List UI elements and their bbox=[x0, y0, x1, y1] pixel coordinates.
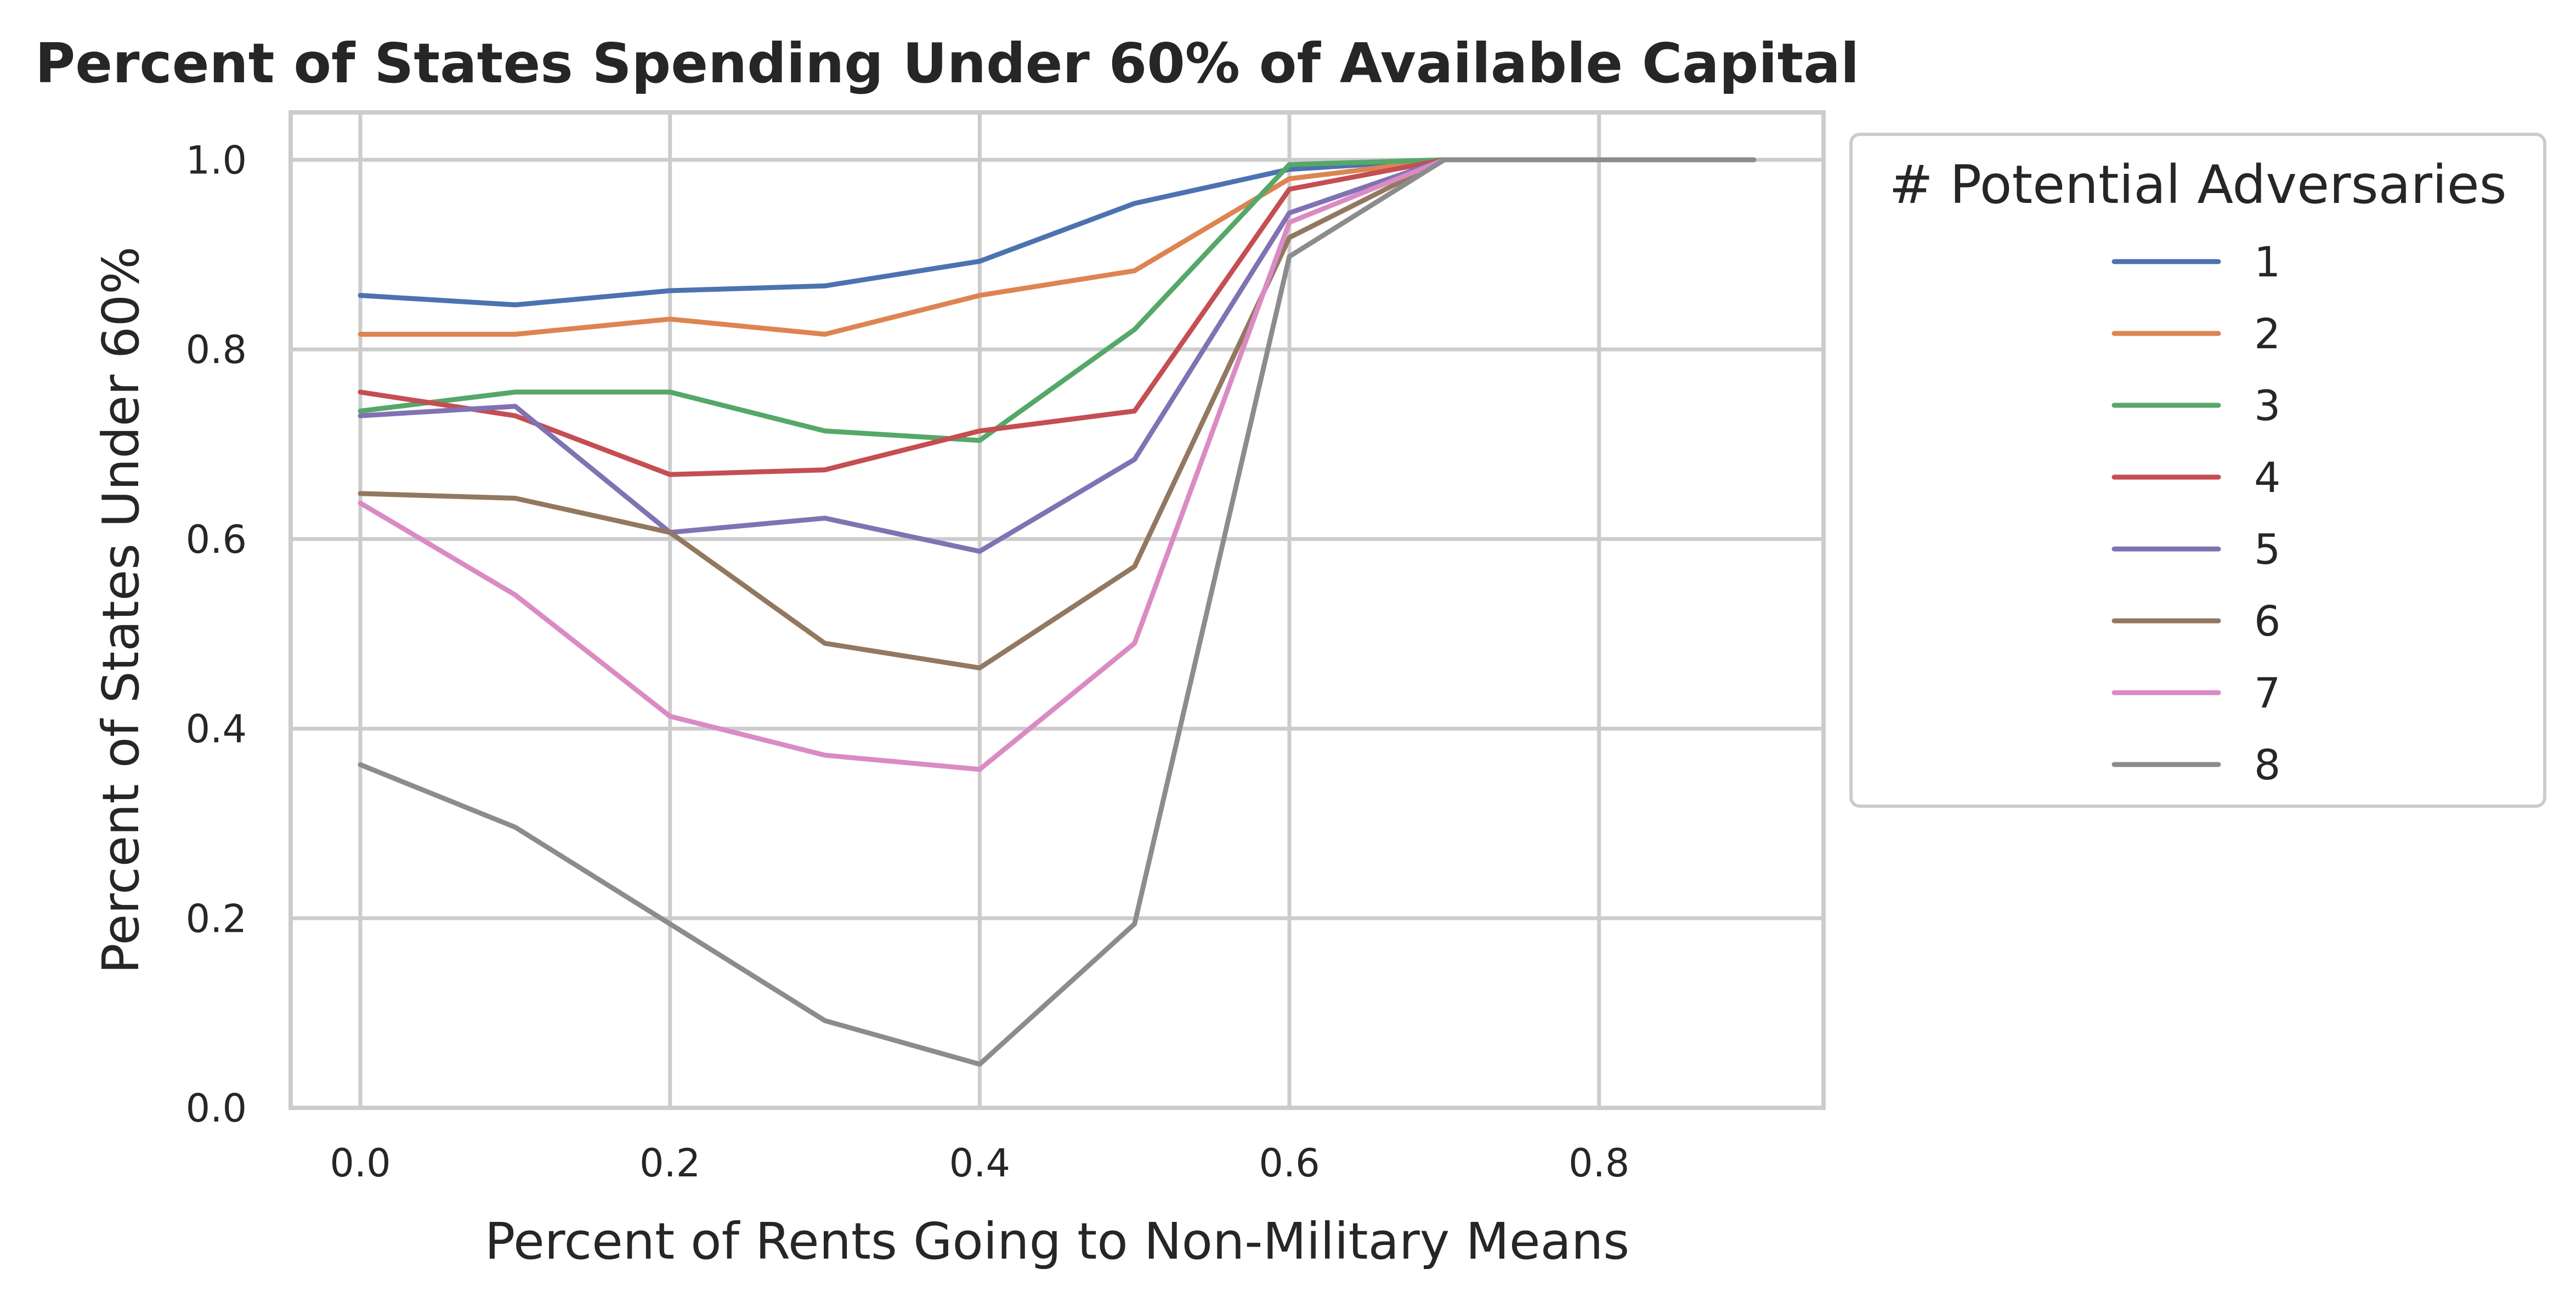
legend-label: 5 bbox=[2254, 525, 2280, 574]
legend-label: 1 bbox=[2254, 237, 2280, 286]
legend: # Potential Adversaries 1 2 3 4 5 6 7 8 bbox=[1849, 133, 2546, 808]
series-line-8 bbox=[358, 157, 1757, 1067]
y-tick-label: 0.0 bbox=[186, 1086, 247, 1131]
legend-label: 2 bbox=[2254, 309, 2280, 358]
y-tick-label: 0.6 bbox=[186, 517, 247, 562]
y-tick-label: 0.8 bbox=[186, 327, 247, 372]
chart-title: Percent of States Spending Under 60% of … bbox=[35, 31, 1859, 95]
series-line-7 bbox=[358, 157, 1447, 772]
legend-label: 6 bbox=[2254, 597, 2280, 645]
x-tick-label: 0.6 bbox=[1259, 1141, 1320, 1186]
x-axis-label: Percent of Rents Going to Non-Military M… bbox=[485, 1212, 1629, 1271]
y-tick-label: 1.0 bbox=[186, 138, 247, 183]
x-tick-label: 0.2 bbox=[639, 1141, 700, 1186]
y-tick-label: 0.2 bbox=[186, 896, 247, 941]
legend-box bbox=[1849, 133, 2546, 808]
x-tick-label: 0.8 bbox=[1569, 1141, 1629, 1186]
y-axis-label: Percent of States Under 60% bbox=[92, 246, 150, 973]
series-line-5 bbox=[358, 157, 1447, 554]
series-line-1 bbox=[358, 157, 1447, 308]
x-tick-label: 0.4 bbox=[949, 1141, 1010, 1186]
x-tick-labels: 0.0 0.2 0.4 0.6 0.8 bbox=[330, 1141, 1629, 1186]
x-tick-label: 0.0 bbox=[330, 1141, 390, 1186]
legend-label: 8 bbox=[2254, 740, 2280, 789]
y-tick-label: 0.4 bbox=[186, 707, 247, 752]
series-line-3 bbox=[358, 157, 1447, 443]
series-lines bbox=[358, 157, 1757, 1067]
plot-frame bbox=[288, 110, 1826, 1110]
legend-title: # Potential Adversaries bbox=[1889, 154, 2506, 216]
legend-items: 1 2 3 4 5 6 7 8 bbox=[2111, 237, 2280, 789]
legend-label: 7 bbox=[2254, 669, 2280, 717]
legend-label: 3 bbox=[2254, 381, 2280, 430]
grid-lines bbox=[291, 112, 1824, 1110]
y-tick-labels: 0.0 0.2 0.4 0.6 0.8 1.0 bbox=[186, 138, 247, 1131]
legend-label: 4 bbox=[2254, 453, 2280, 502]
